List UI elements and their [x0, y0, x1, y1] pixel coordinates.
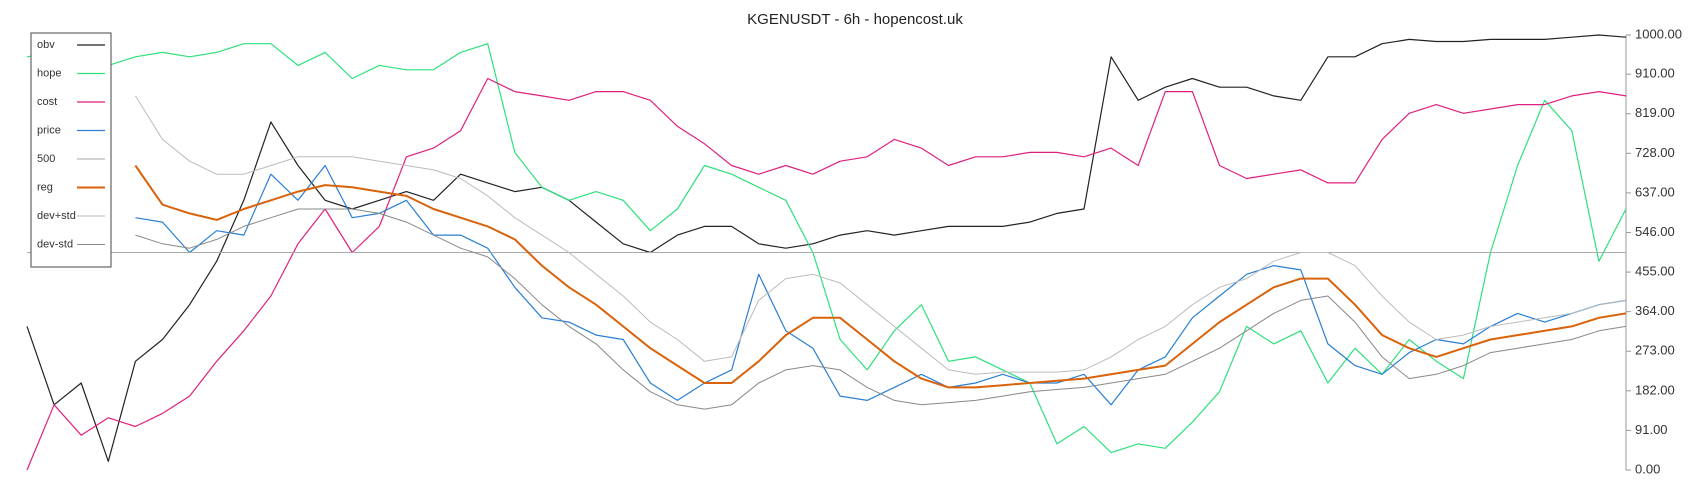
legend-label: reg — [37, 181, 53, 193]
series-line — [26, 43, 1627, 454]
series-line — [26, 34, 1627, 462]
series-line — [134, 164, 1627, 389]
y-tick-label: 182.00 — [1635, 382, 1675, 397]
y-tick-label: 819.00 — [1635, 105, 1675, 120]
y-tick-label: 637.00 — [1635, 184, 1675, 199]
y-tick-label: 273.00 — [1635, 343, 1675, 358]
legend-label: obv — [37, 39, 55, 51]
y-tick-label: 910.00 — [1635, 66, 1675, 81]
y-tick-label: 91.00 — [1635, 422, 1668, 437]
legend-label: hope — [37, 67, 61, 79]
y-tick-label: 364.00 — [1635, 303, 1675, 318]
series-line — [135, 164, 1627, 406]
y-tick-label: 728.00 — [1635, 145, 1675, 160]
legend-box — [30, 32, 112, 268]
chart-title: KGENUSDT - 6h - hopencost.uk — [747, 11, 963, 28]
legend-label: dev-std — [37, 238, 73, 250]
y-tick-label: 455.00 — [1635, 264, 1675, 279]
y-tick-label: 1000.00 — [1635, 26, 1682, 41]
series-line — [26, 77, 1627, 471]
legend-label: dev+std — [37, 210, 76, 222]
legend: obv hope cost price 500 reg dev+std dev-std — [30, 32, 112, 268]
y-tick-label: 0.00 — [1635, 461, 1660, 476]
legend-label: 500 — [37, 153, 55, 165]
legend-label: price — [37, 124, 61, 136]
series-line — [134, 95, 1627, 375]
legend-label: cost — [37, 96, 57, 108]
y-tick-label: 546.00 — [1635, 224, 1675, 239]
series-line — [135, 208, 1627, 410]
